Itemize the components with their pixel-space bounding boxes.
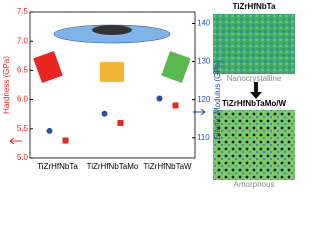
- arrow-left: [9, 137, 22, 145]
- amorphous-image: [213, 110, 295, 180]
- y2-axis-title: Elastic Modulus (GPa): [213, 60, 222, 140]
- target-red: [33, 51, 63, 83]
- x-tick-label: TiZrHfNbTaMo: [87, 162, 139, 171]
- modulus-point: [156, 95, 163, 102]
- y-tick-label: 7.5: [17, 7, 29, 16]
- y2-tick-label: 120: [197, 95, 211, 104]
- y2-tick-label: 140: [197, 19, 211, 28]
- chart: 5.0 5.5 6.0 6.5 7.0 7.5 110 120 130 140 Hardness (…: [2, 2, 295, 189]
- modulus-point: [101, 110, 108, 117]
- y2-tick-label: 110: [197, 133, 210, 142]
- y-tick-label: 6.0: [17, 95, 29, 104]
- y-tick-label: 5.5: [17, 124, 29, 133]
- y-tick-label: 5.0: [17, 153, 29, 162]
- hardness-point: [172, 102, 179, 109]
- panel-label: TiZrHfNbTaMo/W: [222, 99, 287, 108]
- substrate: [92, 25, 132, 35]
- panel-label: Nanocrystalline: [227, 74, 282, 83]
- nanocrystalline-image: [213, 14, 295, 74]
- panel-label: Amorphous: [234, 180, 275, 189]
- hardness-point: [117, 119, 124, 126]
- target-yellow: [100, 62, 124, 82]
- modulus-point: [46, 127, 53, 134]
- hardness-point: [62, 137, 69, 144]
- panel-label: TiZrHfNbTa: [233, 2, 276, 11]
- y2-tick-label: 130: [197, 57, 211, 66]
- x-tick-label: TiZrHfNbTa: [37, 162, 78, 171]
- plot-frame: [29, 11, 196, 159]
- target-green: [161, 51, 191, 83]
- y-axis-title: Hardness (GPa): [2, 56, 11, 114]
- y-tick-label: 6.5: [17, 66, 29, 75]
- arrow-down: [250, 82, 262, 99]
- y-tick-label: 7.0: [17, 36, 29, 45]
- x-tick-label: TiZrHfNbTaW: [143, 162, 192, 171]
